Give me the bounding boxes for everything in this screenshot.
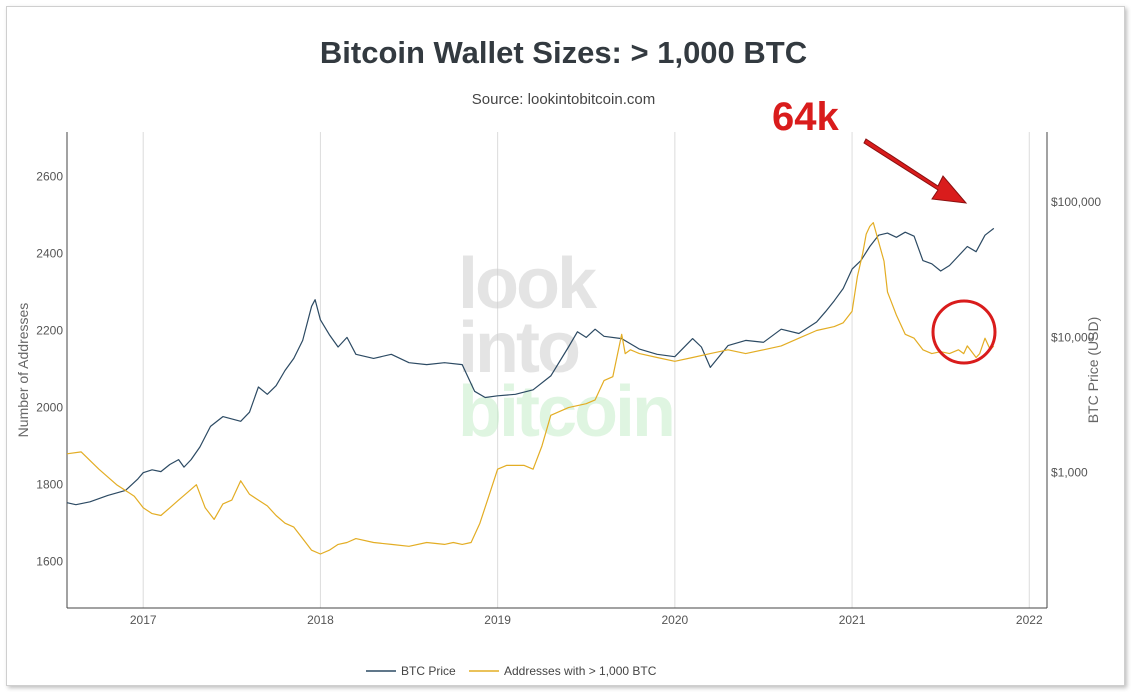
- grid-lines: [142, 132, 1030, 608]
- series-line-0: [66, 227, 995, 506]
- y-left-tick-label: 1600: [36, 555, 63, 569]
- watermark: lookintobitcoin: [458, 244, 676, 452]
- series-lines: [66, 222, 995, 555]
- x-tick-label: 2022: [1016, 613, 1043, 627]
- y-left-tick-label: 2400: [36, 246, 63, 260]
- annotation-label-shadow: 64k: [772, 95, 839, 139]
- y-left-tick-label: 2600: [36, 169, 63, 183]
- y-right-tick-label: $100,000: [1051, 195, 1101, 209]
- arrow-icon: [863, 138, 968, 204]
- watermark-word: look: [458, 244, 598, 324]
- y-left-tick-label: 2000: [36, 401, 63, 415]
- chart-title: Bitcoin Wallet Sizes: > 1,000 BTC: [319, 35, 808, 70]
- x-tick-label: 2020: [661, 613, 688, 627]
- annotation-label: 64k: [772, 95, 839, 139]
- y-right-tick-label: $1,000: [1051, 466, 1088, 480]
- watermark-word: bitcoin: [458, 372, 673, 452]
- y-right-axis-label: BTC Price (USD): [1085, 317, 1101, 424]
- highlight-circle: [931, 299, 997, 365]
- y-right-tick-label: $10,000: [1051, 330, 1095, 344]
- legend-label: BTC Price: [401, 664, 456, 678]
- x-tick-label: 2021: [839, 613, 866, 627]
- x-tick-label: 2017: [130, 613, 157, 627]
- x-tick-label: 2018: [307, 613, 334, 627]
- y-left-tick-label: 2200: [36, 323, 63, 337]
- chart-frame: Bitcoin Wallet Sizes: > 1,000 BTC Source…: [6, 6, 1125, 686]
- y-left-tick-label: 1800: [36, 478, 63, 492]
- watermark-word: into: [458, 308, 579, 388]
- x-tick-label: 2019: [484, 613, 511, 627]
- axes: 2017 2018 2019 2020 2021 2022 1600 1800 2000 2200…: [15, 132, 1101, 627]
- chart-subtitle: Source: lookintobitcoin.com: [471, 91, 656, 108]
- legend-label: Addresses with > 1,000 BTC: [504, 664, 657, 678]
- legend: BTC Price Addresses with > 1,000 BTC: [366, 664, 657, 678]
- y-left-axis-label: Number of Addresses: [15, 303, 31, 438]
- series-line-1: [66, 222, 995, 555]
